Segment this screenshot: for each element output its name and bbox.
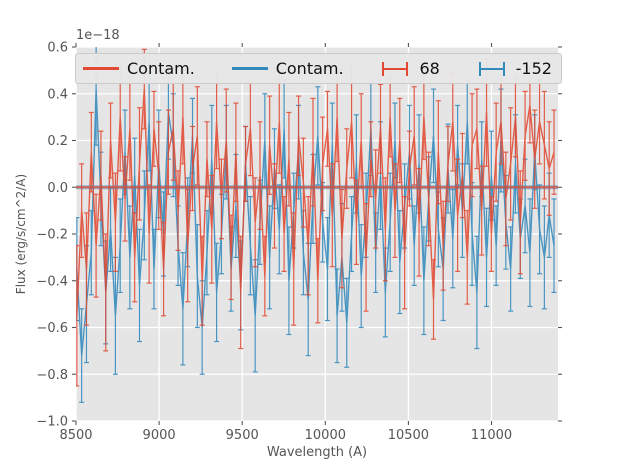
red-line-swatch (83, 67, 119, 70)
svg-text:0.2: 0.2 (47, 134, 68, 149)
svg-text:11000: 11000 (471, 428, 512, 443)
svg-text:0.0: 0.0 (47, 181, 68, 196)
svg-text:0.6: 0.6 (47, 41, 68, 56)
blue-errorbar-icon (478, 61, 505, 76)
axis-ticks (72, 43, 562, 425)
legend-label: Contam. (127, 58, 195, 78)
legend-item-contam-blue: Contam. (231, 58, 344, 78)
legend-item-68: 68 (380, 58, 440, 79)
svg-text:10000: 10000 (305, 428, 346, 443)
svg-text:−0.8: −0.8 (36, 368, 68, 383)
svg-text:10500: 10500 (388, 428, 429, 443)
svg-text:8500: 8500 (59, 428, 92, 443)
legend-label: 68 (419, 58, 440, 78)
blue-line-swatch (231, 67, 268, 70)
svg-text:−0.2: −0.2 (36, 228, 68, 243)
svg-text:0.4: 0.4 (47, 87, 68, 102)
tick-labels: 8500 9000 9500 10000 10500 11000 0.6 0.4 0.2 0.0 −… (36, 41, 512, 444)
y-axis-offset-text: 1e−18 (76, 28, 120, 43)
legend-item-contam-red: Contam. (83, 58, 195, 78)
red-errorbar-icon (382, 61, 409, 76)
legend: Contam. Contam. 68 -152 (75, 53, 562, 84)
svg-text:9500: 9500 (226, 428, 259, 443)
legend-label: -152 (515, 58, 552, 78)
svg-text:−1.0: −1.0 (36, 415, 68, 430)
legend-item-minus-152: -152 (477, 59, 552, 79)
x-axis-label: Wavelength (A) (266, 445, 368, 460)
legend-label: Contam. (275, 58, 344, 78)
svg-text:9000: 9000 (143, 428, 176, 443)
svg-text:−0.4: −0.4 (36, 274, 68, 289)
svg-text:−0.6: −0.6 (36, 321, 68, 336)
y-axis-label: Flux (erg/s/cm^2/A) (14, 173, 28, 295)
